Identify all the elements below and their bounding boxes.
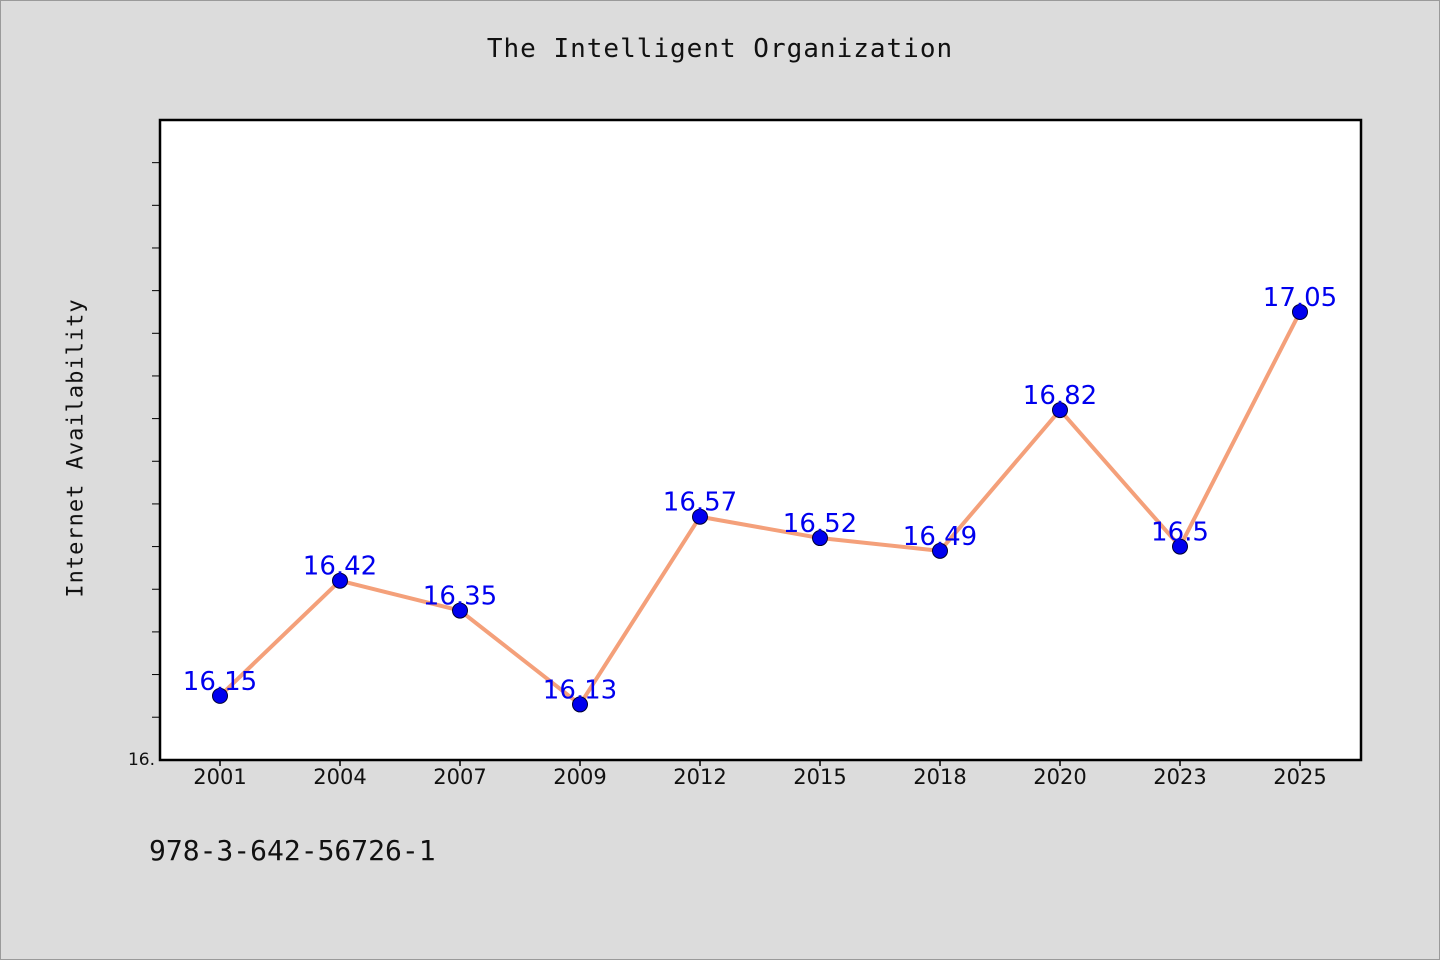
data-point — [212, 687, 228, 704]
x-tick-label: 2018 — [913, 765, 966, 789]
plot-area — [158, 118, 1363, 762]
data-label: 17.05 — [1263, 283, 1337, 313]
y-tick-label: 16. — [128, 750, 155, 770]
data-point — [1052, 402, 1068, 419]
data-label: 16.15 — [183, 667, 257, 697]
isbn-footer: 978-3-642-56726-1 — [149, 834, 436, 867]
data-label: 16.35 — [423, 582, 497, 612]
data-label: 16.42 — [303, 552, 377, 582]
x-tick-label: 2015 — [793, 765, 846, 789]
series-line — [218, 311, 1302, 707]
data-point — [572, 696, 588, 713]
data-label: 16.82 — [1023, 381, 1097, 411]
data-point — [932, 542, 948, 559]
data-point — [692, 508, 708, 525]
x-tick-label: 2025 — [1273, 765, 1326, 789]
chart-title: The Intelligent Organization — [486, 34, 954, 64]
x-tick-label: 2009 — [553, 765, 606, 789]
data-label: 16.57 — [663, 488, 737, 518]
x-tick-label: 2020 — [1033, 765, 1086, 789]
x-tick-label: 2001 — [193, 765, 246, 789]
data-point — [1172, 538, 1188, 555]
x-tick-label: 2012 — [673, 765, 726, 789]
data-point — [452, 602, 468, 619]
data-point — [812, 530, 828, 547]
x-tick-label: 2023 — [1153, 765, 1206, 789]
x-tick-label: 2004 — [313, 765, 366, 789]
x-tick-label: 2007 — [433, 765, 486, 789]
data-label: 16.49 — [903, 522, 977, 552]
data-label: 16.13 — [543, 675, 617, 705]
data-label: 16.5 — [1151, 518, 1209, 548]
data-point — [332, 572, 348, 589]
data-point — [1292, 303, 1308, 320]
data-label: 16.52 — [783, 509, 857, 539]
